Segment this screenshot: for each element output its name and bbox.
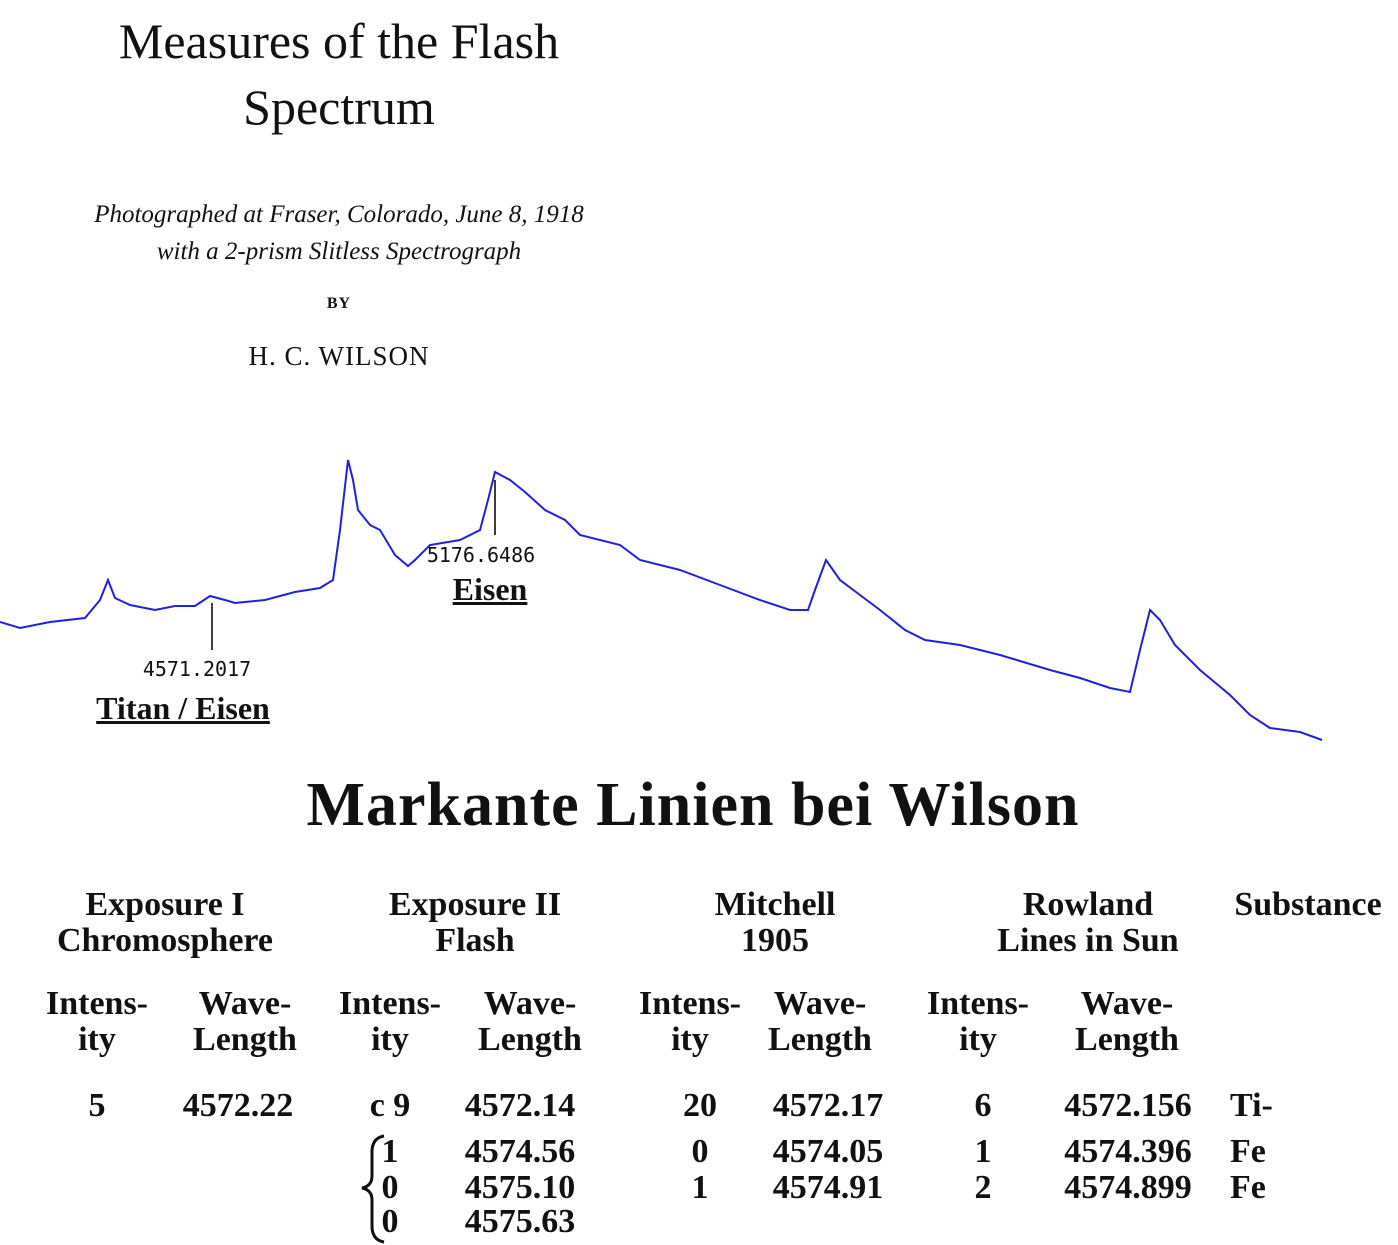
- column-header: ity: [959, 1021, 997, 1058]
- group-header: Exposure II: [388, 886, 562, 923]
- group-header: Mitchell: [714, 886, 836, 923]
- table-cell: 4574.91: [772, 1169, 884, 1206]
- subtitle-line: Photographed at Fraser, Colorado, June 8…: [94, 201, 584, 228]
- column-header: ity: [671, 1021, 709, 1058]
- column-header: Length: [1075, 1021, 1179, 1058]
- table-cell: 4574.396: [1064, 1133, 1192, 1170]
- column-header: Length: [193, 1021, 297, 1058]
- table-cell: c 9: [369, 1087, 411, 1124]
- table-cell: 4572.156: [1064, 1087, 1192, 1124]
- group-header: Exposure I: [85, 886, 245, 923]
- table-cell: 4572.17: [772, 1087, 884, 1124]
- column-header: Length: [768, 1021, 872, 1058]
- table-cell: 0: [381, 1169, 399, 1206]
- column-header: ity: [78, 1021, 116, 1058]
- column-header: Length: [478, 1021, 582, 1058]
- group-header: Lines in Sun: [997, 922, 1179, 959]
- column-header: Intens-: [638, 985, 742, 1022]
- wavelength-label: 4571.2017: [142, 657, 252, 681]
- element-label: Eisen: [452, 571, 528, 607]
- table-cell: 2: [974, 1169, 992, 1206]
- element-label: Titan / Eisen: [96, 690, 270, 726]
- group-header: Chromosphere: [57, 922, 273, 959]
- table-cell: 20: [683, 1087, 717, 1124]
- title-line: Measures of the Flash: [118, 13, 560, 69]
- column-header: Wave-: [483, 985, 577, 1022]
- spectrum-trace: [0, 459, 1323, 741]
- group-header: Flash: [435, 922, 515, 959]
- table-cell: 4574.56: [464, 1133, 576, 1170]
- table-cell: 4575.63: [464, 1203, 576, 1240]
- table-cell: 4575.10: [464, 1169, 576, 1206]
- group-header: 1905: [741, 922, 809, 959]
- subtitle-line: with a 2-prism Slitless Spectrograph: [156, 238, 522, 265]
- by-line: BY: [326, 295, 352, 312]
- table-cell: 4574.899: [1064, 1169, 1192, 1206]
- column-header: Intens-: [45, 985, 149, 1022]
- column-header: Wave-: [1080, 985, 1174, 1022]
- table-cell: 0: [381, 1203, 399, 1240]
- title-line: Spectrum: [243, 79, 435, 135]
- table-cell: 6: [974, 1087, 992, 1124]
- group-header: Substance: [1234, 886, 1382, 923]
- column-header: Intens-: [338, 985, 442, 1022]
- section-title: Markante Linien bei Wilson: [306, 771, 1080, 839]
- wavelength-label: 5176.6486: [426, 543, 536, 567]
- brace: [361, 1134, 385, 1244]
- table-cell: 1: [381, 1133, 399, 1170]
- column-header: Intens-: [926, 985, 1030, 1022]
- column-header: Wave-: [773, 985, 867, 1022]
- group-header: Rowland: [1022, 886, 1154, 923]
- table-cell: Ti-: [1230, 1087, 1273, 1124]
- table-cell: Fe: [1230, 1169, 1266, 1206]
- table-cell: 4572.22: [182, 1087, 294, 1124]
- column-header: ity: [371, 1021, 409, 1058]
- author: H. C. WILSON: [248, 341, 430, 371]
- table-cell: 4572.14: [464, 1087, 576, 1124]
- column-header: Wave-: [198, 985, 292, 1022]
- table-cell: 0: [691, 1133, 709, 1170]
- table-cell: Fe: [1230, 1133, 1266, 1170]
- table-cell: 4574.05: [772, 1133, 884, 1170]
- table-cell: 1: [691, 1169, 709, 1206]
- table-cell: 5: [88, 1087, 106, 1124]
- table-cell: 1: [974, 1133, 992, 1170]
